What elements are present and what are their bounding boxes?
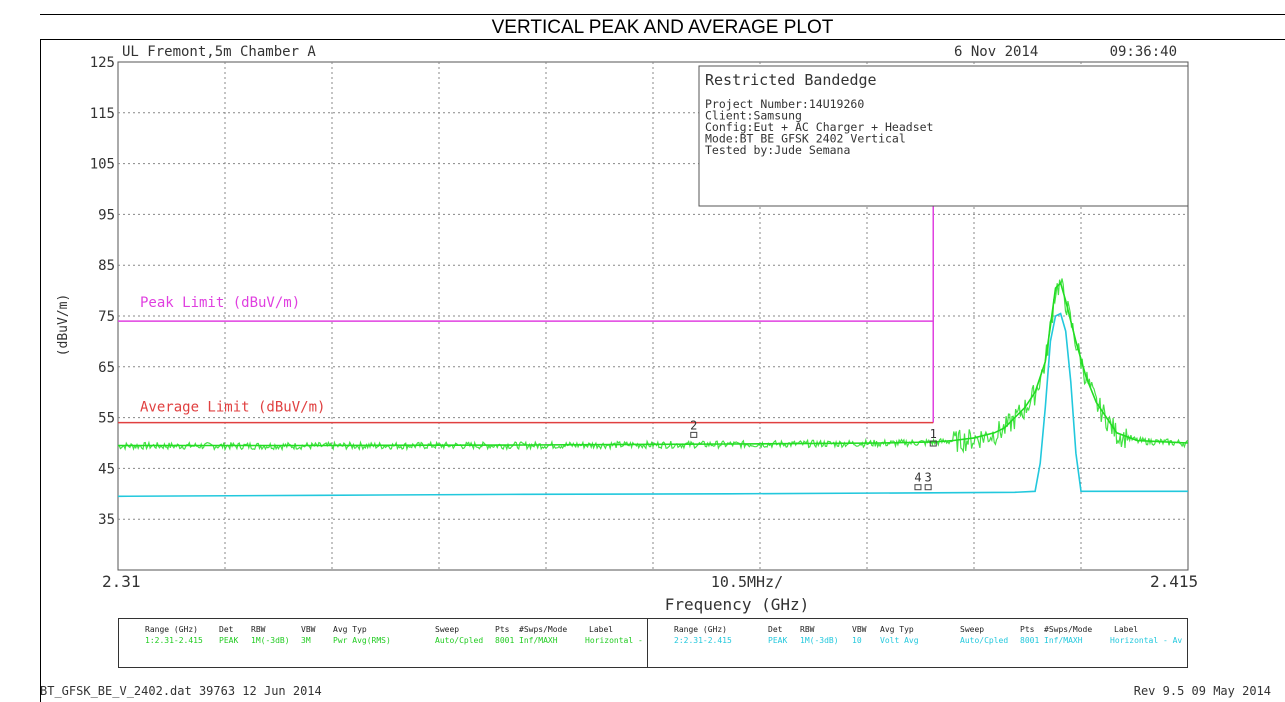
info-box-title: Restricted Bandedge <box>705 71 877 89</box>
legend-header-pts: Pts <box>495 625 510 634</box>
legend-value-range: 2:2.31-2.415 <box>674 636 732 645</box>
x-start-label: 2.31 <box>102 572 141 591</box>
legend-value-swps-mode: Inf/MAXH <box>519 636 558 645</box>
legend-value-range: 1:2.31-2.415 <box>145 636 203 645</box>
marker-label: 3 <box>925 471 932 485</box>
x-axis-label: Frequency (GHz) <box>665 595 810 614</box>
legend-value-label: Horizontal - <box>585 636 643 645</box>
average-trace <box>117 312 1188 498</box>
chart-header-date: 6 Nov 2014 <box>954 44 1038 60</box>
legend-header-swps-mode: #Swps/Mode <box>519 625 568 634</box>
legend-header-rbw: RBW <box>800 625 815 634</box>
legend-value-pts: 8001 <box>495 636 515 645</box>
marker-box <box>914 484 922 491</box>
legend-header-swps-mode: #Swps/Mode <box>1044 625 1093 634</box>
y-tick-label: 105 <box>90 157 115 173</box>
legend-header-vbw: VBW <box>301 625 316 634</box>
legend-value-label: Horizontal - Av <box>1110 636 1183 645</box>
left-border <box>40 40 41 702</box>
chart-header-time: 09:36:40 <box>1110 44 1177 60</box>
legend-header-label: Label <box>589 625 614 634</box>
legend-value-rbw: 1M(-3dB) <box>800 636 839 645</box>
info-box-line: Config:Eut + AC Charger + Headset <box>705 120 933 134</box>
legend-header-sweep: Sweep <box>960 625 985 634</box>
footer-revision: Rev 9.5 09 May 2014 <box>1133 684 1271 698</box>
footer-file-info: BT_GFSK_BE_V_2402.dat 39763 12 Jun 2014 <box>40 684 322 698</box>
y-tick-label: 35 <box>98 512 115 528</box>
legend-header-range: Range (GHz) <box>145 625 198 634</box>
info-box-line: Tested by:Jude Semana <box>705 143 850 157</box>
legend-header-det: Det <box>219 625 234 634</box>
peak-limit-label: Peak Limit (dBuV/m) <box>140 295 300 311</box>
legend-header-vbw: VBW <box>852 625 867 634</box>
y-tick-label: 125 <box>90 55 115 71</box>
info-box <box>698 65 1189 207</box>
peak-trace-noise <box>117 278 1189 454</box>
legend-value-avg-typ: Volt Avg <box>880 636 919 645</box>
legend-value-sweep: Auto/Cpled <box>960 636 1009 645</box>
marker-label: 1 <box>930 427 937 441</box>
y-tick-label: 95 <box>98 207 115 223</box>
info-box-line: Project Number:14U19260 <box>705 97 864 111</box>
legend-header-avg-typ: Avg Typ <box>880 625 914 634</box>
marker-label: 4 <box>914 471 921 485</box>
y-tick-label: 65 <box>98 360 115 376</box>
legend-trace-1: Range (GHz) Det RBW VBW Avg Typ Sweep Pt… <box>119 619 647 667</box>
page-title: VERTICAL PEAK AND AVERAGE PLOT <box>40 14 1285 40</box>
chart-header-site: UL Fremont,5m Chamber A <box>122 44 316 60</box>
y-tick-label: 75 <box>98 309 115 325</box>
x-division-label: 10.5MHz/ <box>711 573 783 591</box>
legend-value-rbw: 1M(-3dB) <box>251 636 290 645</box>
legend-value-pts: 8001 <box>1020 636 1040 645</box>
legend-value-swps-mode: Inf/MAXH <box>1044 636 1083 645</box>
legend-header-pts: Pts <box>1020 625 1035 634</box>
average-limit-label: Average Limit (dBuV/m) <box>140 400 325 416</box>
legend-value-avg-typ: Pwr Avg(RMS) <box>333 636 391 645</box>
y-tick-label: 85 <box>98 258 115 274</box>
marker-box <box>929 440 937 447</box>
info-box-line: Mode:BT BE GFSK 2402 Vertical <box>705 132 906 146</box>
marker-box <box>690 431 698 438</box>
legend-value-sweep: Auto/Cpled <box>435 636 484 645</box>
marker-label: 2 <box>690 418 697 432</box>
marker-box <box>924 484 932 491</box>
trace-legend-table: Range (GHz) Det RBW VBW Avg Typ Sweep Pt… <box>118 618 1188 668</box>
peak-trace <box>118 281 1189 447</box>
legend-value-vbw: 3M <box>301 636 311 645</box>
legend-header-label: Label <box>1114 625 1139 634</box>
legend-header-range: Range (GHz) <box>674 625 727 634</box>
legend-header-avg-typ: Avg Typ <box>333 625 367 634</box>
legend-value-det: PEAK <box>768 636 788 645</box>
y-tick-label: 45 <box>98 461 115 477</box>
x-end-label: 2.415 <box>1150 572 1198 591</box>
y-axis-label: (dBuV/m) <box>56 294 71 357</box>
legend-header-det: Det <box>768 625 783 634</box>
legend-trace-2: Range (GHz) Det RBW VBW Avg Typ Sweep Pt… <box>647 619 1188 667</box>
y-tick-label: 55 <box>98 411 115 427</box>
legend-value-vbw: 10 <box>852 636 862 645</box>
legend-header-rbw: RBW <box>251 625 266 634</box>
legend-header-sweep: Sweep <box>435 625 460 634</box>
legend-value-det: PEAK <box>219 636 239 645</box>
info-box-line: Client:Samsung <box>705 109 802 123</box>
y-tick-label: 115 <box>90 106 115 122</box>
